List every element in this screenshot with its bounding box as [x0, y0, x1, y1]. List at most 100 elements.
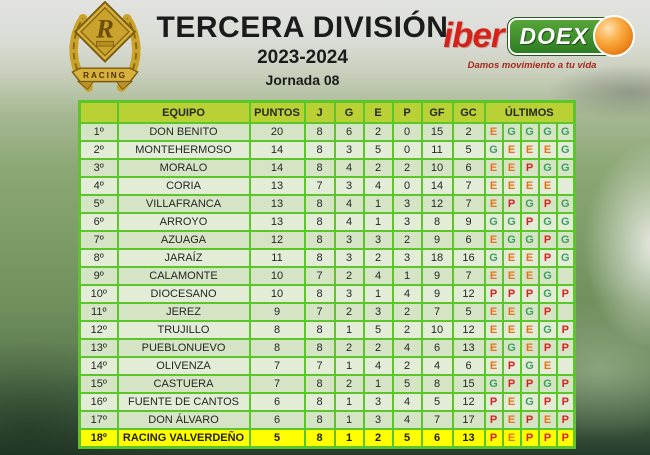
points-cell: 14 — [248, 140, 306, 160]
points-cell: 6 — [248, 392, 306, 412]
wins-cell: 4 — [333, 212, 365, 232]
goals-for-cell: 7 — [420, 410, 454, 430]
position-cell: 7º — [78, 230, 119, 250]
result-badge: E — [483, 158, 504, 178]
team-name-cell: DIOCESANO — [116, 284, 251, 304]
wins-cell: 2 — [333, 374, 365, 394]
sponsor-logo: iber DOEX Damos movimiento a tu vida — [432, 15, 635, 71]
result-badge: P — [555, 392, 576, 412]
result-badge: G — [483, 374, 504, 394]
wins-cell: 2 — [333, 266, 365, 286]
result-badge: P — [519, 428, 540, 449]
table-row: 2º MONTEHERMOSO 14 8 3 5 0 11 5 G E E E G — [78, 140, 576, 160]
goals-for-cell: 10 — [420, 158, 454, 178]
played-cell: 8 — [303, 122, 336, 142]
wins-cell: 3 — [333, 140, 365, 160]
team-name-cell: CALAMONTE — [116, 266, 251, 286]
team-name-cell: RACING VALVERDEÑO — [116, 428, 251, 449]
played-cell: 7 — [303, 266, 336, 286]
goals-for-cell: 6 — [420, 338, 454, 358]
result-badge: E — [537, 410, 558, 430]
col-puntos: PUNTOS — [248, 100, 306, 124]
result-badge: E — [537, 140, 558, 160]
result-badge: E — [537, 356, 558, 376]
team-name-cell: ARROYO — [116, 212, 251, 232]
table-row: 4º CORIA 13 7 3 4 0 14 7 E E E E — [78, 176, 576, 196]
result-badge: E — [501, 266, 522, 286]
result-badge: P — [519, 284, 540, 304]
team-name-cell: TRUJILLO — [116, 320, 251, 340]
goals-for-cell: 12 — [420, 194, 454, 214]
losses-cell: 4 — [391, 284, 423, 304]
col-ganados: G — [333, 100, 365, 124]
points-cell: 8 — [248, 320, 306, 340]
goals-for-cell: 9 — [420, 230, 454, 250]
losses-cell: 2 — [391, 158, 423, 178]
played-cell: 7 — [303, 356, 336, 376]
result-badge: G — [537, 266, 558, 286]
col-perdidos: P — [391, 100, 423, 124]
table-row: 5º VILLAFRANCA 13 8 4 1 3 12 7 E P G P G — [78, 194, 576, 214]
team-name-cell: CASTUERA — [116, 374, 251, 394]
result-badge: E — [519, 338, 540, 358]
draws-cell: 4 — [362, 266, 394, 286]
played-cell: 8 — [303, 320, 336, 340]
result-badge: G — [537, 284, 558, 304]
draws-cell: 2 — [362, 122, 394, 142]
goals-against-cell: 15 — [451, 374, 486, 394]
points-cell: 13 — [248, 176, 306, 196]
points-cell: 12 — [248, 230, 306, 250]
col-jugados: J — [303, 100, 336, 124]
team-name-cell: PUEBLONUEVO — [116, 338, 251, 358]
crest-banner-text: RACING — [83, 71, 127, 80]
result-badge: G — [537, 320, 558, 340]
result-badge: P — [501, 284, 522, 304]
result-badge: E — [501, 140, 522, 160]
table-row: 10º DIOCESANO 10 8 3 1 4 9 12 P P P G P — [78, 284, 576, 304]
wins-cell: 6 — [333, 122, 365, 142]
points-cell: 14 — [248, 158, 306, 178]
table-row: 12º TRUJILLO 8 8 1 5 2 10 12 E E E G P — [78, 320, 576, 340]
round-label: Jornada 08 — [265, 71, 340, 88]
sponsor-tagline: Damos movimiento a tu vida — [467, 60, 597, 71]
draws-cell: 4 — [362, 356, 394, 376]
result-badge: P — [537, 302, 558, 322]
result-badge: P — [501, 194, 522, 214]
losses-cell: 2 — [391, 320, 423, 340]
losses-cell: 0 — [391, 122, 423, 142]
wins-cell: 3 — [333, 230, 365, 250]
goals-for-cell: 10 — [420, 320, 454, 340]
played-cell: 8 — [303, 140, 336, 160]
wins-cell: 1 — [333, 392, 365, 412]
result-badge: P — [555, 410, 576, 430]
goals-against-cell: 7 — [451, 194, 486, 214]
losses-cell: 3 — [391, 194, 423, 214]
table-row: 9º CALAMONTE 10 7 2 4 1 9 7 E E E G — [78, 266, 576, 286]
goals-against-cell: 5 — [451, 302, 486, 322]
title-block: TERCERA DIVISIÓN 2023-2024 Jornada 08 — [130, 12, 475, 88]
played-cell: 8 — [303, 374, 336, 394]
result-badge: G — [501, 230, 522, 250]
sponsor-ball-icon — [592, 15, 635, 57]
result-badge: P — [537, 428, 558, 449]
played-cell: 8 — [303, 194, 336, 214]
team-name-cell: MORALO — [116, 158, 251, 178]
draws-cell: 3 — [362, 410, 394, 430]
result-badge: P — [501, 374, 522, 394]
team-name-cell: AZUAGA — [116, 230, 251, 250]
wins-cell: 1 — [333, 410, 365, 430]
wins-cell: 3 — [333, 248, 365, 268]
result-badge: G — [483, 140, 504, 160]
result-badge: E — [519, 140, 540, 160]
position-cell: 2º — [78, 140, 119, 160]
table-row: 8º JARAÍZ 11 8 3 2 3 18 16 G E E P G — [78, 248, 576, 268]
result-badge: G — [519, 356, 540, 376]
goals-against-cell: 12 — [451, 284, 486, 304]
result-badge: G — [555, 194, 576, 214]
position-cell: 3º — [78, 158, 119, 178]
played-cell: 8 — [303, 248, 336, 268]
losses-cell: 3 — [391, 248, 423, 268]
table-row: 14º OLIVENZA 7 7 1 4 2 4 6 E P G E — [78, 356, 576, 376]
goals-against-cell: 2 — [451, 122, 486, 142]
